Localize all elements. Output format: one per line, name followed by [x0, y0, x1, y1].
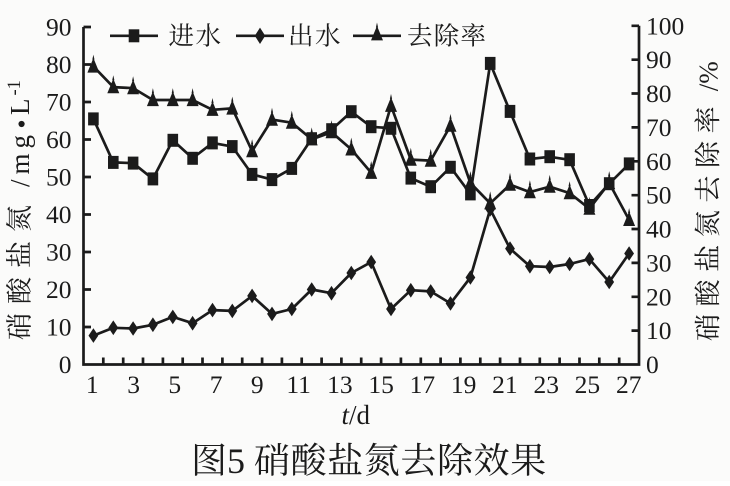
svg-text:1: 1	[86, 370, 99, 399]
svg-text:23: 23	[533, 370, 559, 399]
svg-text:17: 17	[410, 370, 436, 399]
svg-text:30: 30	[46, 238, 72, 267]
svg-text:27: 27	[616, 370, 642, 399]
svg-text:80: 80	[646, 79, 672, 108]
svg-text:50: 50	[646, 181, 672, 210]
svg-text:90: 90	[46, 13, 72, 42]
svg-text:13: 13	[327, 370, 353, 399]
svg-text:30: 30	[646, 248, 672, 277]
svg-text:/mg: /mg	[5, 130, 35, 187]
svg-text:80: 80	[46, 50, 72, 79]
svg-text:5: 5	[227, 441, 245, 481]
svg-text:25: 25	[575, 370, 601, 399]
svg-text:70: 70	[46, 88, 72, 117]
svg-text:7: 7	[210, 370, 223, 399]
svg-text:0: 0	[646, 350, 659, 379]
svg-text:19: 19	[451, 370, 477, 399]
svg-text:60: 60	[646, 147, 672, 176]
svg-text:70: 70	[646, 113, 672, 142]
svg-text:-1: -1	[5, 80, 25, 95]
svg-text:90: 90	[646, 45, 672, 74]
svg-text:20: 20	[46, 275, 72, 304]
svg-text:5: 5	[168, 370, 181, 399]
svg-text:100: 100	[646, 11, 684, 40]
svg-text:10: 10	[646, 316, 672, 345]
svg-text:60: 60	[46, 125, 72, 154]
svg-text:0: 0	[59, 350, 72, 379]
svg-text:20: 20	[646, 282, 672, 311]
svg-text:11: 11	[286, 370, 311, 399]
svg-text:10: 10	[46, 313, 72, 342]
svg-text:L: L	[5, 99, 35, 116]
svg-text:40: 40	[46, 200, 72, 229]
svg-text:50: 50	[46, 163, 72, 192]
svg-text:/%: /%	[693, 61, 723, 91]
svg-text:40: 40	[646, 215, 672, 244]
svg-text:3: 3	[127, 370, 140, 399]
svg-text:t/d: t/d	[342, 400, 371, 430]
svg-text:15: 15	[368, 370, 394, 399]
svg-text:21: 21	[492, 370, 518, 399]
svg-text:9: 9	[251, 370, 264, 399]
